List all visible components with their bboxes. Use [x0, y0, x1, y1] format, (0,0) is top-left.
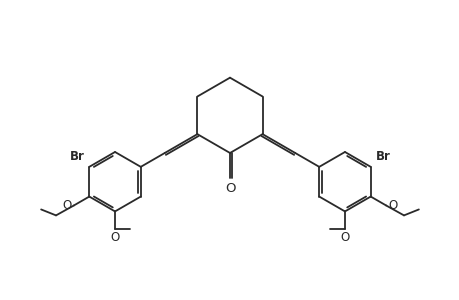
- Text: O: O: [387, 199, 397, 212]
- Text: O: O: [340, 231, 349, 244]
- Text: O: O: [110, 231, 119, 244]
- Text: Br: Br: [375, 150, 390, 163]
- Text: O: O: [224, 182, 235, 195]
- Text: Br: Br: [69, 150, 84, 163]
- Text: O: O: [62, 199, 72, 212]
